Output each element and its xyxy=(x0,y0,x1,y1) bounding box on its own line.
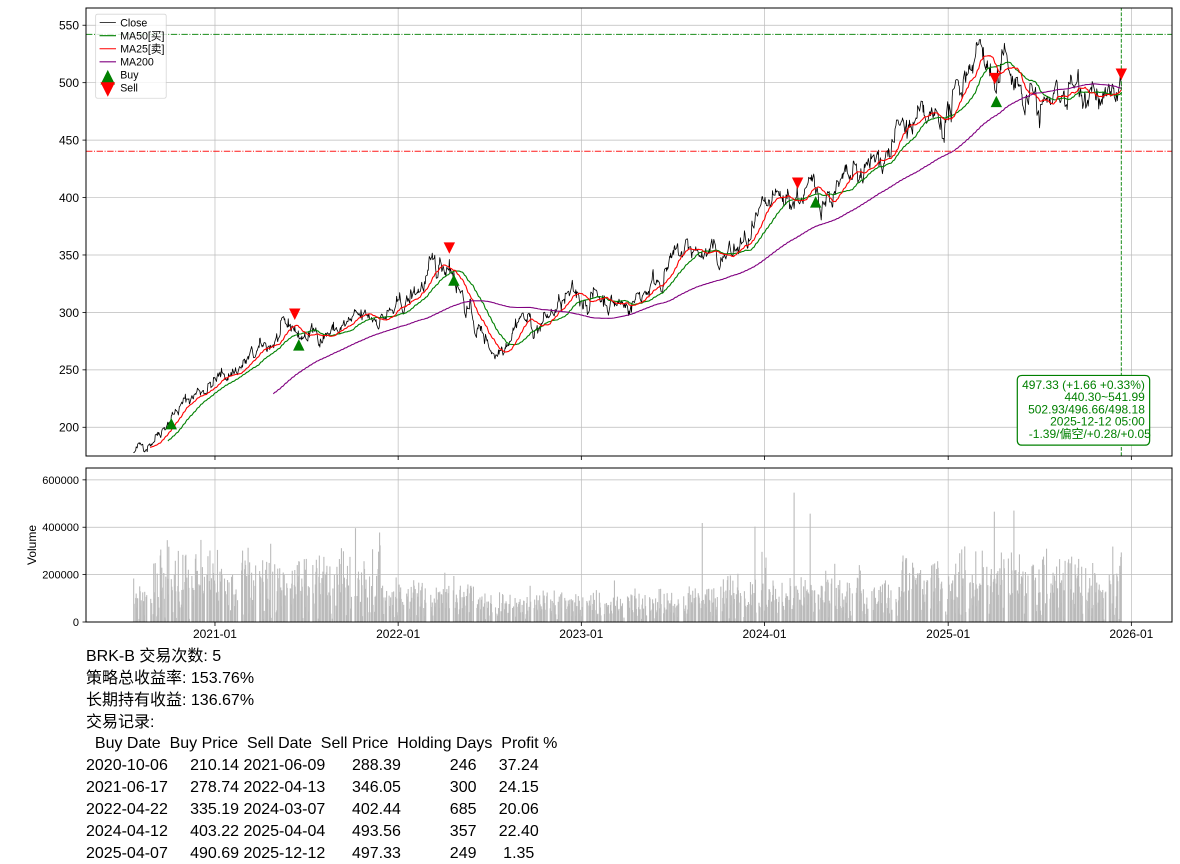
svg-text:Close: Close xyxy=(120,17,147,29)
svg-text:MA50[买]: MA50[买] xyxy=(120,30,164,42)
svg-text:MA25[卖]: MA25[卖] xyxy=(120,43,164,55)
svg-text:300: 300 xyxy=(59,306,79,320)
svg-text:2023-01: 2023-01 xyxy=(559,627,603,641)
svg-text:350: 350 xyxy=(59,248,79,262)
svg-text:200: 200 xyxy=(59,421,79,435)
svg-text:2026-01: 2026-01 xyxy=(1109,627,1153,641)
svg-text:0: 0 xyxy=(73,617,79,629)
svg-text:550: 550 xyxy=(59,19,79,33)
svg-text:MA200: MA200 xyxy=(120,57,154,69)
svg-text:600000: 600000 xyxy=(42,475,79,487)
svg-text:Buy: Buy xyxy=(120,70,139,82)
svg-text:200000: 200000 xyxy=(42,570,79,582)
svg-text:Volume: Volume xyxy=(25,525,39,565)
svg-text:2025-01: 2025-01 xyxy=(926,627,970,641)
svg-text:250: 250 xyxy=(59,363,79,377)
svg-text:Sell: Sell xyxy=(120,83,138,95)
svg-text:400: 400 xyxy=(59,191,79,205)
svg-text:2022-01: 2022-01 xyxy=(376,627,420,641)
svg-text:2024-01: 2024-01 xyxy=(742,627,786,641)
svg-text:400000: 400000 xyxy=(42,522,79,534)
svg-text:450: 450 xyxy=(59,133,79,147)
svg-text:2021-01: 2021-01 xyxy=(193,627,237,641)
svg-text:-1.39/偏空/+0.28/+0.05: -1.39/偏空/+0.28/+0.05 xyxy=(1029,426,1151,441)
svg-text:500: 500 xyxy=(59,76,79,90)
